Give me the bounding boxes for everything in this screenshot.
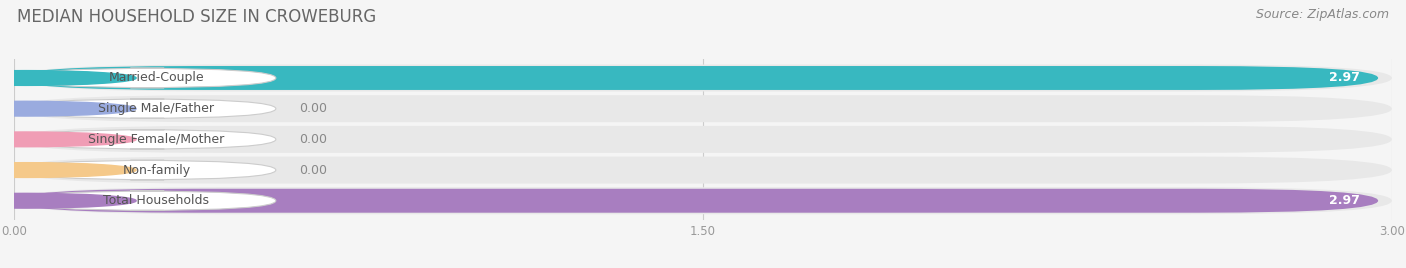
Text: Total Households: Total Households: [104, 194, 209, 207]
FancyBboxPatch shape: [14, 187, 1392, 214]
Text: MEDIAN HOUSEHOLD SIZE IN CROWEBURG: MEDIAN HOUSEHOLD SIZE IN CROWEBURG: [17, 8, 377, 26]
Text: 0.00: 0.00: [299, 133, 326, 146]
Circle shape: [0, 70, 136, 85]
Text: 2.97: 2.97: [1329, 72, 1360, 84]
Circle shape: [0, 132, 136, 147]
Text: 2.97: 2.97: [1329, 194, 1360, 207]
Text: Non-family: Non-family: [122, 163, 190, 177]
FancyBboxPatch shape: [14, 66, 1378, 90]
Text: 0.00: 0.00: [299, 163, 326, 177]
Circle shape: [0, 193, 136, 208]
FancyBboxPatch shape: [18, 99, 276, 118]
Text: Single Female/Mother: Single Female/Mother: [89, 133, 225, 146]
Text: Married-Couple: Married-Couple: [108, 72, 204, 84]
FancyBboxPatch shape: [14, 95, 1392, 122]
FancyBboxPatch shape: [14, 157, 1392, 184]
FancyBboxPatch shape: [14, 189, 1378, 213]
FancyBboxPatch shape: [18, 191, 276, 210]
Circle shape: [0, 101, 136, 116]
Text: Single Male/Father: Single Male/Father: [98, 102, 215, 115]
FancyBboxPatch shape: [14, 65, 1392, 91]
FancyBboxPatch shape: [18, 130, 276, 149]
FancyBboxPatch shape: [18, 68, 276, 88]
Circle shape: [0, 163, 136, 177]
Text: 0.00: 0.00: [299, 102, 326, 115]
Text: Source: ZipAtlas.com: Source: ZipAtlas.com: [1256, 8, 1389, 21]
FancyBboxPatch shape: [14, 126, 1392, 153]
FancyBboxPatch shape: [18, 160, 276, 180]
